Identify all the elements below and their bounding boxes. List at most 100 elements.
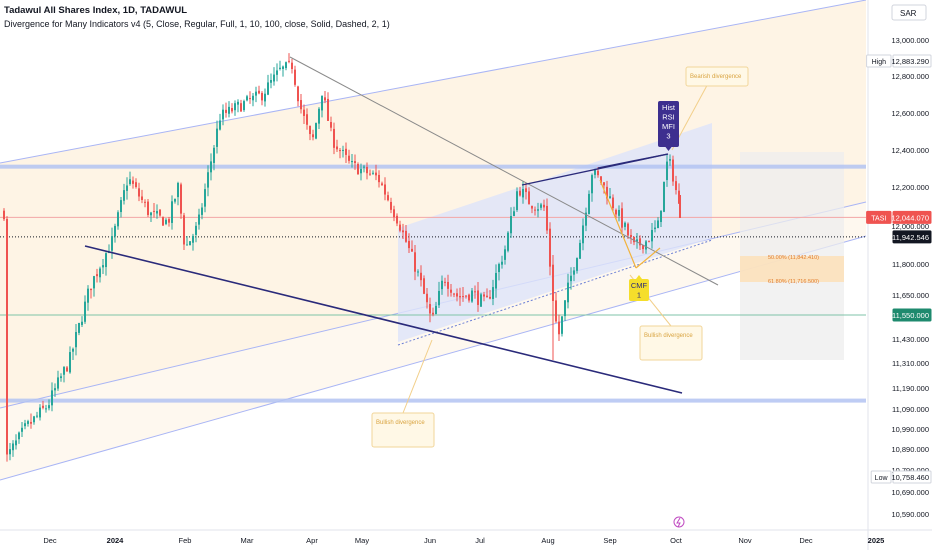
candle — [45, 404, 47, 413]
candle — [336, 139, 338, 152]
event-icon — [673, 516, 685, 528]
candle-body — [408, 240, 410, 249]
candle — [54, 383, 56, 397]
candle-body — [123, 190, 125, 201]
candle — [192, 233, 194, 251]
candle-body — [663, 181, 665, 212]
x-tick-label: Sep — [603, 536, 616, 545]
background-layer — [0, 0, 867, 481]
x-tick-label: Nov — [738, 536, 752, 545]
candle — [234, 100, 236, 116]
candle-body — [180, 184, 182, 214]
y-tick-label: 13,000.000 — [891, 36, 929, 45]
candle-body — [558, 321, 560, 335]
candle — [564, 300, 566, 322]
candle — [363, 164, 365, 173]
candle — [396, 213, 398, 227]
candle — [330, 116, 332, 132]
candle — [243, 99, 245, 112]
candle-body — [570, 275, 572, 282]
candle — [240, 99, 242, 112]
candle-body — [24, 423, 26, 427]
candle-body — [6, 219, 8, 455]
candle-body — [315, 123, 317, 139]
x-tick-label: Dec — [799, 536, 813, 545]
y-tick-label: 10,990.000 — [891, 425, 929, 434]
candle — [573, 267, 575, 282]
candle-body — [99, 268, 101, 278]
candle-body — [501, 261, 503, 265]
candle — [630, 229, 632, 244]
candle — [81, 316, 83, 328]
x-tick-label: Aug — [541, 536, 554, 545]
x-tick-label: 2024 — [107, 536, 125, 545]
x-tick-label: Jul — [475, 536, 485, 545]
candle — [66, 365, 68, 372]
candle-body — [582, 225, 584, 244]
candle-body — [603, 182, 605, 186]
candle — [186, 236, 188, 246]
candle — [474, 285, 476, 299]
candle — [78, 322, 80, 336]
candle-body — [120, 200, 122, 213]
candle-body — [651, 230, 653, 242]
price-marker-level: 11,550.000 — [892, 308, 932, 322]
candle — [591, 173, 593, 202]
bolt-icon — [676, 517, 681, 528]
candle — [321, 95, 323, 118]
candle — [228, 101, 230, 118]
candle-body — [39, 407, 41, 418]
candle — [579, 239, 581, 259]
candle — [606, 180, 608, 205]
candle — [300, 93, 302, 114]
candle-body — [9, 449, 11, 455]
currency-button-box — [891, 4, 927, 21]
candle-body — [174, 198, 176, 202]
candle — [501, 255, 503, 269]
candle — [267, 74, 269, 96]
candle — [282, 65, 284, 77]
candle-body — [327, 98, 329, 121]
candle-body — [321, 95, 323, 111]
candle — [255, 86, 257, 103]
projection-upper-label: 50.00% (11,842.410) — [768, 255, 819, 261]
candle-body — [105, 253, 107, 268]
currency-button[interactable]: SAR — [891, 4, 927, 21]
candle-body — [60, 376, 62, 379]
candle-body — [507, 232, 509, 251]
candle — [165, 218, 167, 226]
candle-body — [453, 293, 455, 295]
price-marker-tag-box — [870, 470, 892, 484]
candle — [198, 208, 200, 230]
candle-body — [477, 290, 479, 305]
candle-body — [567, 282, 569, 303]
candle-body — [246, 96, 248, 101]
price-marker-high: 12,883.290 High — [866, 54, 932, 68]
y-tick-label: 12,600.000 — [891, 109, 929, 118]
candle-body — [198, 214, 200, 225]
candle-body — [300, 100, 302, 110]
candle-body — [54, 388, 56, 391]
price-marker-label: 12,044.070 — [891, 213, 929, 222]
candle — [144, 199, 146, 208]
price-marker-tag-box — [866, 54, 892, 68]
candle-body — [489, 296, 491, 299]
candle-body — [228, 106, 230, 114]
candle — [237, 99, 239, 113]
candle-body — [645, 241, 647, 250]
candle-body — [372, 172, 374, 174]
candle — [486, 288, 488, 298]
candle-body — [354, 161, 356, 164]
candle — [495, 264, 497, 298]
candle-body — [540, 204, 542, 208]
candle-body — [141, 196, 143, 200]
candle-body — [279, 67, 281, 69]
candle-body — [276, 70, 278, 75]
candle-body — [420, 272, 422, 281]
candle — [273, 67, 275, 86]
candle — [84, 295, 86, 324]
candle-body — [585, 212, 587, 226]
candle — [477, 282, 479, 312]
